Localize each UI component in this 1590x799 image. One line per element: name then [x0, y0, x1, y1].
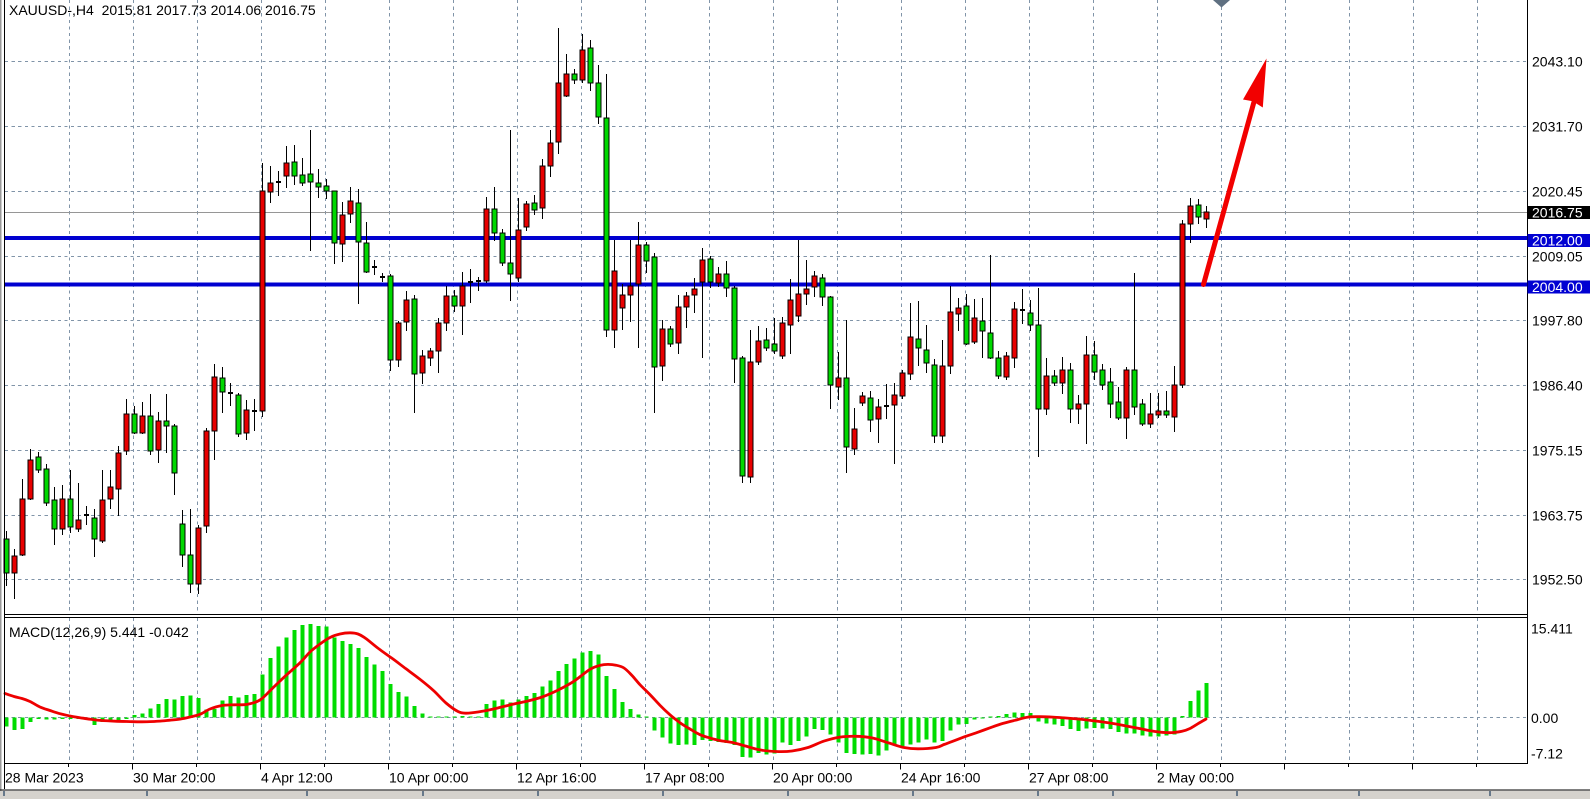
svg-text:MACD(12,26,9) 5.441 -0.042: MACD(12,26,9) 5.441 -0.042	[9, 624, 189, 640]
svg-text:2031.70: 2031.70	[1532, 119, 1583, 135]
svg-text:24 Apr 16:00: 24 Apr 16:00	[901, 770, 981, 786]
svg-text:1952.50: 1952.50	[1532, 572, 1583, 588]
svg-text:0.00: 0.00	[1531, 710, 1558, 726]
svg-text:30 Mar 20:00: 30 Mar 20:00	[133, 770, 216, 786]
svg-text:10 Apr 00:00: 10 Apr 00:00	[389, 770, 469, 786]
svg-text:2020.45: 2020.45	[1532, 184, 1583, 200]
svg-text:15.411: 15.411	[1531, 621, 1573, 637]
svg-text:12 Apr 16:00: 12 Apr 16:00	[517, 770, 597, 786]
svg-text:20 Apr 00:00: 20 Apr 00:00	[773, 770, 853, 786]
svg-text:1963.75: 1963.75	[1532, 508, 1583, 524]
svg-text:1986.40: 1986.40	[1532, 378, 1583, 394]
svg-text:17 Apr 08:00: 17 Apr 08:00	[645, 770, 725, 786]
svg-text:2016.75: 2016.75	[1532, 205, 1583, 221]
svg-text:-7.12: -7.12	[1531, 746, 1563, 762]
svg-text:28 Mar 2023: 28 Mar 2023	[5, 770, 84, 786]
svg-text:27 Apr 08:00: 27 Apr 08:00	[1029, 770, 1109, 786]
svg-text:4 Apr 12:00: 4 Apr 12:00	[261, 770, 333, 786]
svg-text:2012.00: 2012.00	[1532, 232, 1583, 248]
svg-text:2043.10: 2043.10	[1532, 54, 1583, 70]
svg-text:2004.00: 2004.00	[1532, 279, 1583, 295]
svg-text:2009.05: 2009.05	[1532, 249, 1583, 265]
svg-text:2 May 00:00: 2 May 00:00	[1157, 770, 1234, 786]
svg-text:XAUUSD-,H4 2015.81 2017.73 20: XAUUSD-,H4 2015.81 2017.73 2014.06 2016.…	[9, 2, 316, 18]
svg-text:1975.15: 1975.15	[1532, 443, 1583, 459]
svg-text:1997.80: 1997.80	[1532, 313, 1583, 329]
